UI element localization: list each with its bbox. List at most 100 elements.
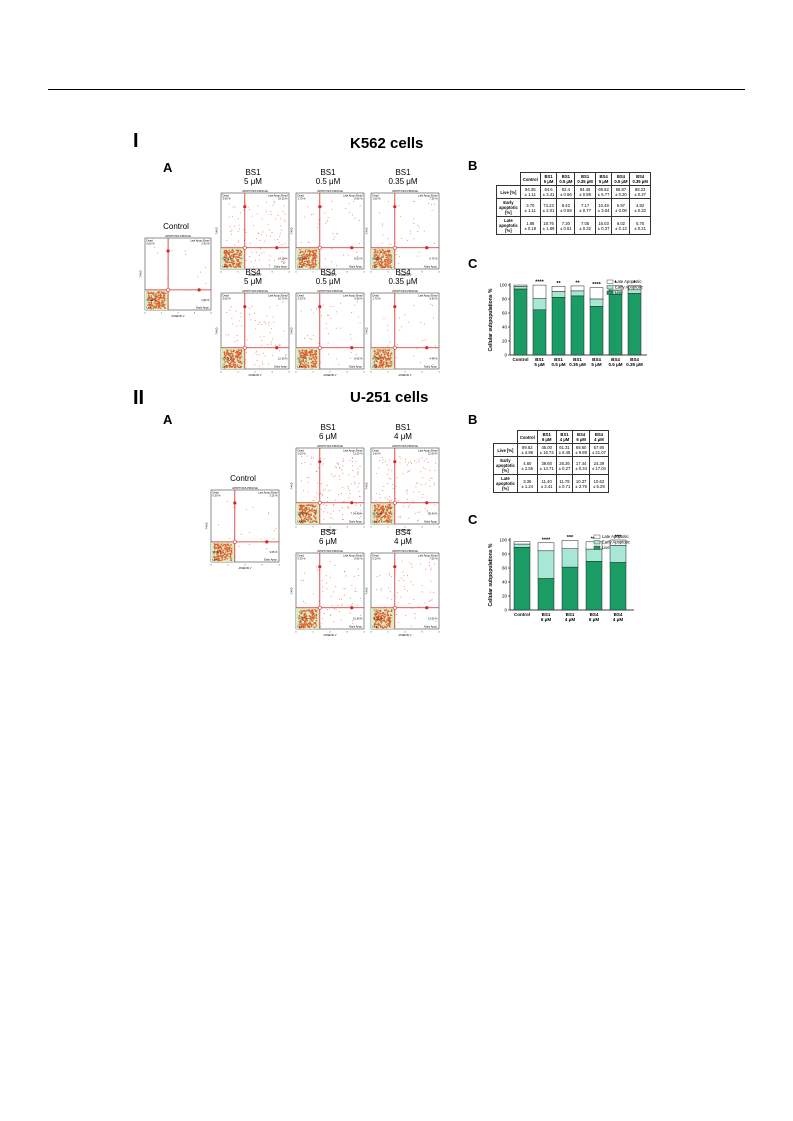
quadrant-ll-value: 96.30 % <box>213 550 223 554</box>
y-axis-label: 7-AAD <box>140 270 143 277</box>
event-dot <box>221 557 224 559</box>
y-tick-label: 0 <box>504 608 507 613</box>
event-dot <box>380 264 383 266</box>
event-dot <box>381 521 383 523</box>
event-dot <box>389 261 392 263</box>
event-dot <box>310 514 312 517</box>
x-axis-label: ANNEXIN V <box>399 274 412 276</box>
event-dot <box>298 625 300 627</box>
x-axis-label: ANNEXIN V <box>324 374 337 376</box>
event-dot <box>384 258 386 260</box>
event-dot <box>307 520 309 522</box>
event-dot <box>326 588 328 590</box>
event-dot <box>383 508 385 510</box>
event-dot <box>155 296 157 298</box>
event-dot <box>299 511 301 513</box>
event-dot <box>339 598 341 600</box>
event-dot <box>373 265 375 267</box>
event-dot <box>429 485 431 487</box>
event-dot <box>301 517 303 519</box>
event-dot <box>373 516 375 519</box>
event-dot <box>434 484 436 486</box>
event-dot <box>303 253 305 255</box>
event-dot <box>305 622 308 624</box>
event-dot <box>307 504 309 506</box>
event-dot <box>378 358 380 361</box>
event-dot <box>412 584 414 586</box>
event-dot <box>329 517 331 519</box>
event-dot <box>252 225 254 227</box>
event-dot <box>184 250 186 252</box>
event-dot <box>322 590 324 592</box>
gate-center-handle <box>317 500 322 505</box>
event-dot <box>359 517 361 519</box>
x-axis-label: ANNEXIN V <box>239 567 252 569</box>
event-dot <box>374 509 376 512</box>
legend-swatch <box>593 540 601 545</box>
event-dot <box>311 367 313 369</box>
event-dot <box>238 320 240 322</box>
quadrant-ll-value: 13.85 % <box>298 511 308 515</box>
event-dot <box>298 350 300 352</box>
event-dot <box>239 361 241 363</box>
event-dot <box>386 359 389 361</box>
event-dot <box>324 258 326 260</box>
event-dot <box>305 263 308 266</box>
event-dot <box>307 253 309 255</box>
event-dot <box>226 240 228 242</box>
event-dot <box>384 512 387 515</box>
event-dot <box>223 251 225 254</box>
event-dot <box>332 306 334 308</box>
event-dot <box>268 511 270 513</box>
event-dot <box>388 468 390 470</box>
table-cell: 39.60 ± 14.71 <box>536 456 557 475</box>
event-dot <box>325 322 327 324</box>
quadrant-lr-value: 2.80 % <box>201 298 210 302</box>
event-dot <box>225 265 227 267</box>
event-dot <box>327 490 329 492</box>
event-dot <box>343 460 345 462</box>
event-dot <box>321 494 323 496</box>
x-tick-label: 4 <box>363 272 365 274</box>
event-dot <box>386 625 389 627</box>
event-dot <box>229 355 231 357</box>
event-dot <box>404 588 406 590</box>
event-dot <box>299 515 301 517</box>
event-dot <box>311 349 314 351</box>
x-tick-label: 4 <box>438 372 440 374</box>
event-dot <box>225 334 227 336</box>
event-dot <box>236 351 238 353</box>
x-tick-label: BS4 0.35 μM <box>626 357 643 367</box>
event-dot <box>414 512 416 514</box>
y-axis-label: 7-AAD <box>291 587 294 594</box>
event-dot <box>225 252 228 254</box>
event-dot <box>312 457 314 459</box>
flow-plot-title: BS4 5 μM <box>244 268 262 286</box>
event-dot <box>234 206 236 208</box>
gate-center-handle <box>317 605 322 610</box>
event-dot <box>395 254 397 256</box>
event-dot <box>233 260 235 263</box>
event-dot <box>382 505 384 507</box>
quadrant-ll-value: 63.80 % <box>223 256 233 260</box>
event-dot <box>431 477 433 479</box>
event-dot <box>301 256 304 258</box>
y-axis-title: Cellular subpopulations % <box>488 288 494 351</box>
bar-live <box>551 297 566 356</box>
event-dot <box>260 538 262 540</box>
event-dot <box>226 358 228 360</box>
quadrant-ll-label: Live <box>373 625 378 629</box>
event-dot <box>255 259 257 261</box>
event-dot <box>376 361 379 363</box>
y-tick-label: 20 <box>502 339 508 344</box>
event-dot <box>223 552 225 555</box>
quadrant-ll-value: 67.25 % <box>223 356 233 360</box>
event-dot <box>430 303 432 305</box>
event-dot <box>218 550 220 553</box>
quadrant-ll-label: Live <box>223 265 228 269</box>
event-dot <box>323 518 325 520</box>
event-dot <box>389 516 392 518</box>
event-dot <box>303 517 306 519</box>
event-dot <box>327 342 329 344</box>
